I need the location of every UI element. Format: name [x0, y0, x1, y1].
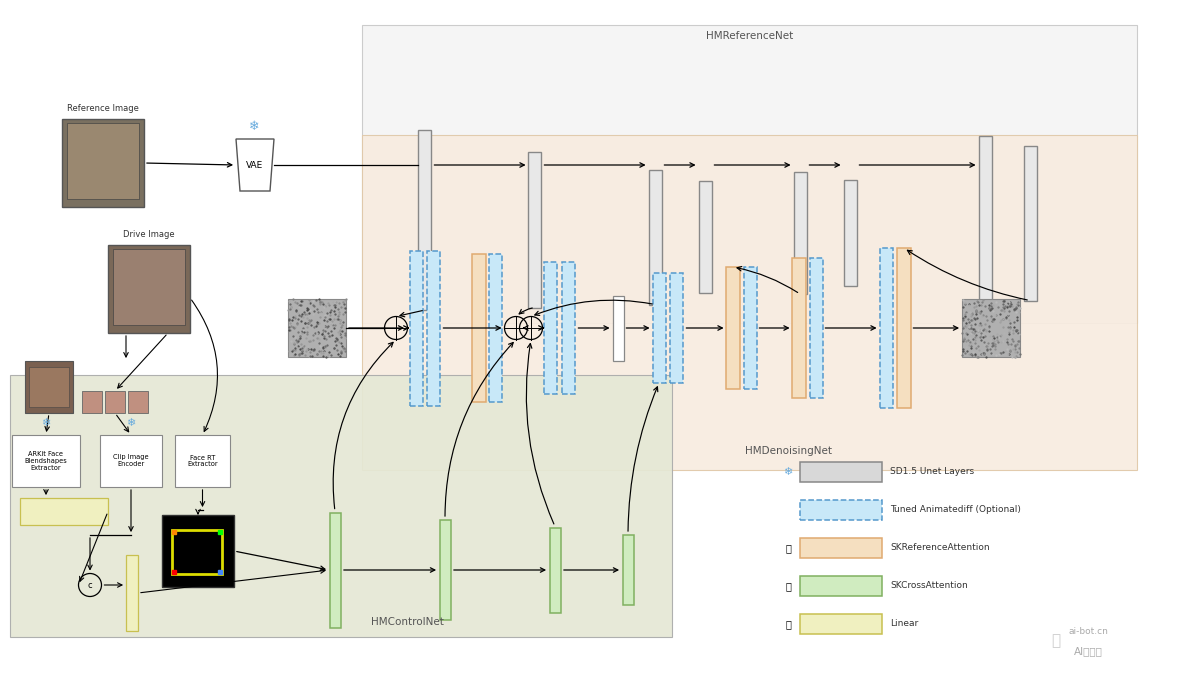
- Bar: [744, 267, 756, 389]
- Bar: [545, 262, 558, 394]
- Bar: [10, 375, 672, 637]
- Bar: [20, 498, 108, 525]
- Bar: [844, 180, 857, 286]
- Bar: [288, 299, 346, 357]
- Bar: [800, 462, 882, 482]
- Text: ARKit Face
Blendshapes
Extractor: ARKit Face Blendshapes Extractor: [25, 451, 67, 471]
- Bar: [330, 512, 341, 628]
- Text: c: c: [88, 580, 92, 589]
- Bar: [126, 555, 138, 631]
- Bar: [108, 245, 190, 333]
- Text: Tuned Animatediff (Optional): Tuned Animatediff (Optional): [890, 506, 1021, 514]
- Bar: [172, 530, 222, 574]
- Bar: [490, 254, 503, 402]
- Bar: [726, 267, 740, 389]
- Bar: [978, 136, 991, 310]
- Bar: [67, 123, 139, 199]
- Text: Clip Image
Encoder: Clip Image Encoder: [113, 454, 149, 468]
- Bar: [439, 520, 450, 620]
- Bar: [698, 181, 712, 293]
- Bar: [792, 258, 806, 398]
- Bar: [113, 249, 185, 325]
- Text: Reference Image: Reference Image: [67, 104, 139, 113]
- Bar: [128, 391, 148, 413]
- Text: SKReferenceAttention: SKReferenceAttention: [890, 543, 990, 553]
- Bar: [671, 273, 684, 383]
- Bar: [800, 500, 882, 520]
- Text: HMReferenceNet: HMReferenceNet: [706, 31, 793, 41]
- Bar: [419, 130, 432, 310]
- Text: VAE: VAE: [246, 161, 264, 169]
- Bar: [82, 391, 102, 413]
- Bar: [962, 299, 1020, 357]
- Bar: [623, 535, 634, 605]
- Bar: [29, 367, 70, 407]
- Bar: [409, 250, 422, 406]
- Text: 🔥: 🔥: [785, 543, 791, 553]
- Bar: [362, 135, 1138, 470]
- Text: 👤: 👤: [1051, 634, 1061, 649]
- Text: SD1.5 Unet Layers: SD1.5 Unet Layers: [890, 468, 974, 477]
- Bar: [528, 153, 541, 308]
- Bar: [648, 169, 661, 304]
- Bar: [472, 254, 486, 402]
- Bar: [106, 391, 125, 413]
- Bar: [25, 361, 73, 413]
- Bar: [880, 248, 893, 408]
- Polygon shape: [236, 139, 274, 191]
- Bar: [800, 576, 882, 596]
- Text: AI工具集: AI工具集: [1074, 646, 1103, 656]
- Text: ❄: ❄: [41, 418, 50, 428]
- Text: 🔥: 🔥: [785, 581, 791, 591]
- Text: ❄: ❄: [126, 418, 136, 428]
- Text: Linear: Linear: [890, 620, 918, 628]
- Bar: [793, 172, 806, 294]
- Text: HMControlNet: HMControlNet: [371, 617, 444, 627]
- Bar: [175, 435, 230, 487]
- Bar: [62, 119, 144, 207]
- Text: Face RT
Extractor: Face RT Extractor: [187, 454, 218, 468]
- Bar: [427, 250, 440, 406]
- Bar: [653, 273, 666, 383]
- Bar: [1024, 146, 1037, 300]
- Bar: [563, 262, 576, 394]
- Bar: [612, 296, 624, 360]
- Bar: [550, 527, 560, 612]
- Text: ❄: ❄: [248, 119, 259, 132]
- Bar: [896, 248, 911, 408]
- Bar: [800, 614, 882, 634]
- Bar: [162, 515, 234, 587]
- Text: ❄: ❄: [784, 467, 793, 477]
- Bar: [12, 435, 80, 487]
- Bar: [100, 435, 162, 487]
- Text: Drive Image: Drive Image: [124, 230, 175, 239]
- Text: ai-bot.cn: ai-bot.cn: [1068, 626, 1108, 635]
- Bar: [810, 258, 822, 398]
- Bar: [362, 25, 1138, 323]
- Text: SKCrossAttention: SKCrossAttention: [890, 581, 967, 591]
- Bar: [800, 538, 882, 558]
- Text: 🔥: 🔥: [785, 619, 791, 629]
- Text: HMDenoisingNet: HMDenoisingNet: [745, 446, 832, 456]
